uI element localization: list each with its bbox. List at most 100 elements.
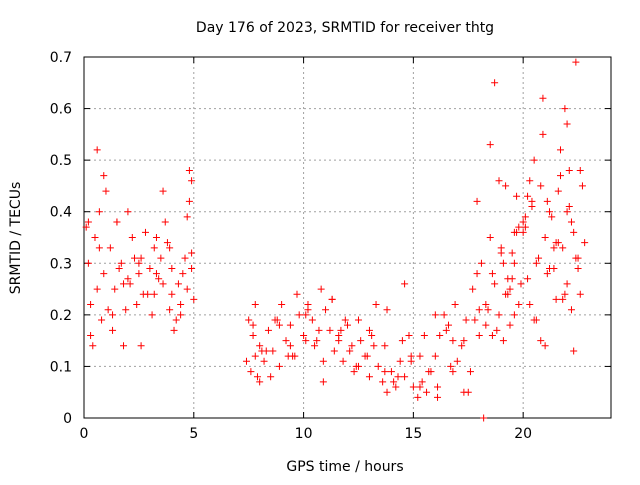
data-point bbox=[155, 275, 163, 283]
data-point bbox=[451, 301, 459, 309]
data-point bbox=[554, 187, 562, 195]
data-point bbox=[152, 270, 160, 278]
data-point bbox=[530, 156, 538, 164]
y-axis-label: SRMTID / TECUs bbox=[8, 182, 24, 295]
data-point bbox=[181, 254, 189, 262]
y-tick-label: 0 bbox=[63, 411, 72, 427]
data-point bbox=[418, 378, 426, 386]
data-point bbox=[521, 213, 529, 221]
data-point bbox=[159, 280, 167, 288]
data-point bbox=[245, 316, 253, 324]
data-point bbox=[177, 311, 185, 319]
data-point bbox=[170, 326, 178, 334]
data-point bbox=[565, 203, 573, 211]
data-point bbox=[486, 234, 494, 241]
data-point bbox=[504, 275, 512, 283]
data-point bbox=[471, 316, 479, 324]
data-point bbox=[322, 306, 330, 314]
data-point bbox=[556, 146, 564, 154]
data-point bbox=[528, 203, 536, 211]
x-tick-labels: 0 5 10 15 20 bbox=[80, 426, 533, 442]
data-point bbox=[517, 280, 525, 288]
data-point bbox=[559, 244, 567, 252]
data-point bbox=[84, 259, 92, 267]
data-point bbox=[328, 295, 336, 303]
data-point bbox=[546, 208, 554, 216]
data-point bbox=[565, 166, 573, 174]
data-point bbox=[308, 316, 316, 324]
data-point bbox=[495, 311, 503, 319]
data-point bbox=[506, 285, 514, 293]
data-point bbox=[466, 368, 474, 376]
data-point bbox=[497, 249, 505, 257]
data-point bbox=[286, 321, 294, 329]
x-tick-label: 5 bbox=[189, 426, 198, 442]
data-point bbox=[348, 342, 356, 350]
data-point bbox=[282, 337, 290, 345]
data-point bbox=[289, 352, 297, 360]
y-tick-label: 0.2 bbox=[50, 308, 72, 324]
data-point bbox=[543, 270, 551, 278]
data-point bbox=[337, 326, 345, 334]
data-point bbox=[315, 326, 323, 334]
data-point bbox=[532, 259, 540, 267]
data-point bbox=[166, 306, 174, 314]
data-point bbox=[440, 311, 448, 319]
data-point bbox=[515, 301, 523, 309]
data-point bbox=[383, 388, 391, 396]
data-point bbox=[543, 197, 551, 205]
x-tick-label: 20 bbox=[514, 426, 532, 442]
data-point bbox=[526, 177, 534, 185]
data-point bbox=[576, 166, 584, 174]
data-point bbox=[117, 259, 125, 267]
data-point bbox=[185, 166, 193, 174]
data-point bbox=[89, 342, 97, 350]
axis-ticks bbox=[83, 56, 611, 419]
data-point bbox=[82, 223, 90, 231]
data-point bbox=[453, 357, 461, 365]
data-point bbox=[491, 79, 499, 87]
y-tick-label: 0.6 bbox=[50, 102, 72, 118]
data-point bbox=[495, 177, 503, 185]
data-point bbox=[414, 393, 422, 401]
data-point bbox=[499, 337, 507, 345]
data-point bbox=[482, 321, 490, 329]
data-point bbox=[491, 280, 499, 288]
data-point bbox=[394, 373, 402, 381]
data-point bbox=[449, 337, 457, 345]
data-point bbox=[513, 192, 521, 200]
data-point bbox=[484, 306, 492, 314]
data-point bbox=[183, 285, 191, 293]
data-point bbox=[185, 197, 193, 205]
data-point bbox=[275, 321, 283, 329]
data-point bbox=[407, 357, 415, 365]
data-point bbox=[379, 378, 387, 386]
data-point bbox=[346, 347, 354, 355]
data-point bbox=[576, 290, 584, 298]
data-points bbox=[82, 58, 589, 422]
data-point bbox=[493, 326, 501, 334]
data-point bbox=[499, 259, 507, 267]
data-point bbox=[354, 316, 362, 324]
y-tick-label: 0.7 bbox=[50, 50, 72, 66]
data-point bbox=[188, 177, 196, 185]
data-point bbox=[95, 208, 103, 216]
data-point bbox=[120, 280, 128, 288]
data-point bbox=[464, 388, 472, 396]
data-point bbox=[91, 234, 99, 241]
data-point bbox=[163, 239, 171, 247]
data-point bbox=[449, 368, 457, 376]
data-point bbox=[561, 105, 569, 113]
data-point bbox=[304, 306, 312, 314]
data-point bbox=[264, 326, 272, 334]
y-tick-label: 0.5 bbox=[50, 153, 72, 169]
data-point bbox=[100, 172, 108, 180]
data-point bbox=[126, 280, 134, 288]
data-point bbox=[423, 388, 431, 396]
data-point bbox=[398, 337, 406, 345]
data-point bbox=[537, 337, 545, 345]
data-point bbox=[482, 301, 490, 309]
data-point bbox=[253, 373, 261, 381]
data-point bbox=[559, 295, 567, 303]
